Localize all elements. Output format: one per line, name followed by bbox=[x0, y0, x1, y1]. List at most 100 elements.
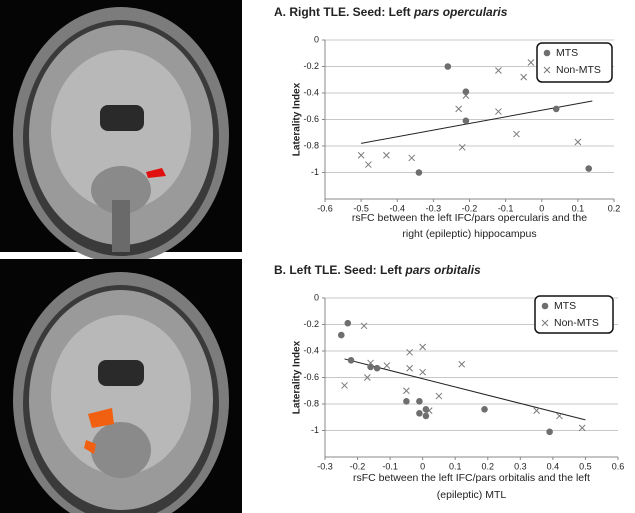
point bbox=[574, 138, 582, 146]
point bbox=[458, 360, 466, 368]
x-tick-label: -0.6 bbox=[317, 203, 333, 213]
point bbox=[383, 151, 390, 159]
x-tick-label: 0.2 bbox=[608, 203, 621, 213]
x-tick-label: 0.4 bbox=[547, 461, 560, 471]
legend-box bbox=[536, 42, 613, 83]
x-tick-label: -0.5 bbox=[353, 203, 369, 213]
legend-marker bbox=[541, 302, 549, 310]
point bbox=[520, 73, 528, 81]
y-tick-label: -1 bbox=[311, 167, 319, 177]
point bbox=[481, 406, 488, 413]
x-tick-label: 0 bbox=[539, 203, 544, 213]
point bbox=[403, 387, 410, 395]
point bbox=[341, 382, 348, 389]
y-tick-label: -0.4 bbox=[303, 87, 319, 97]
point bbox=[403, 398, 410, 405]
y-tick-label: 0 bbox=[314, 292, 319, 302]
x-tick-label: 0.2 bbox=[482, 461, 495, 471]
point bbox=[585, 165, 593, 172]
point bbox=[367, 359, 374, 367]
point bbox=[364, 161, 372, 168]
x-tick-label: 0 bbox=[420, 461, 425, 471]
point bbox=[556, 412, 563, 420]
y-tick-label: -0.6 bbox=[303, 372, 319, 382]
y-tick-label: -0.6 bbox=[303, 114, 319, 124]
point bbox=[416, 398, 423, 405]
point bbox=[578, 424, 586, 432]
x-tick-label: 0.6 bbox=[612, 461, 625, 471]
point bbox=[347, 356, 355, 364]
legend-marker bbox=[543, 66, 551, 74]
point bbox=[425, 407, 433, 414]
x-axis-label: right (epileptic) hippocampus bbox=[402, 228, 536, 240]
point bbox=[408, 154, 416, 162]
trendline bbox=[344, 358, 586, 421]
x-tick-label: -0.3 bbox=[426, 203, 442, 213]
point bbox=[435, 392, 443, 400]
point bbox=[546, 428, 553, 436]
point bbox=[383, 362, 391, 369]
point bbox=[458, 143, 466, 151]
point bbox=[455, 105, 463, 113]
point bbox=[337, 331, 345, 339]
legend-marker bbox=[543, 49, 551, 57]
x-axis-label: (epileptic) MTL bbox=[437, 489, 507, 501]
point bbox=[533, 407, 540, 414]
chart-title: A. Right TLE. Seed: Left pars operculari… bbox=[274, 5, 508, 19]
x-tick-label: 0.1 bbox=[572, 203, 585, 213]
point bbox=[357, 151, 365, 159]
chart-title: B. Left TLE. Seed: Left pars orbitalis bbox=[274, 263, 481, 277]
title-italic: pars orbitalis bbox=[404, 263, 481, 277]
y-tick-label: 0 bbox=[314, 34, 319, 44]
x-tick-label: -0.1 bbox=[498, 203, 514, 213]
point bbox=[422, 406, 430, 413]
x-tick-label: -0.4 bbox=[389, 203, 405, 213]
point bbox=[495, 108, 502, 115]
point bbox=[416, 409, 423, 417]
point bbox=[415, 169, 423, 176]
y-tick-label: -0.8 bbox=[303, 398, 319, 408]
point bbox=[344, 319, 352, 327]
legend-box bbox=[534, 295, 614, 334]
point bbox=[373, 364, 381, 372]
legend-label: MTS bbox=[554, 300, 576, 312]
x-tick-label: -0.2 bbox=[462, 203, 478, 213]
legend-marker bbox=[541, 319, 549, 327]
point bbox=[527, 59, 535, 66]
brain-image-b bbox=[0, 259, 242, 513]
legend-label: MTS bbox=[556, 47, 578, 59]
x-tick-label: -0.3 bbox=[317, 461, 333, 471]
brain-image-a bbox=[0, 0, 242, 263]
y-tick-label: -0.2 bbox=[303, 319, 319, 329]
point bbox=[462, 92, 470, 100]
point bbox=[419, 368, 427, 376]
point bbox=[406, 364, 413, 372]
x-tick-label: 0.1 bbox=[449, 461, 462, 471]
point bbox=[444, 63, 452, 70]
point bbox=[406, 348, 413, 356]
x-tick-label: 0.3 bbox=[514, 461, 527, 471]
x-axis-label: rsFC between the left IFC/pars opercular… bbox=[352, 212, 587, 224]
title-text: A. Right TLE. Seed: Left bbox=[274, 5, 411, 19]
y-tick-label: -0.8 bbox=[303, 140, 319, 150]
point bbox=[419, 343, 427, 351]
point bbox=[363, 374, 371, 381]
x-tick-label: -0.2 bbox=[350, 461, 366, 471]
x-axis-label: rsFC between the left IFC/pars orbitalis… bbox=[353, 472, 590, 484]
y-tick-label: -1 bbox=[311, 425, 319, 435]
y-axis-label: Laterality Index bbox=[292, 340, 303, 414]
x-tick-label: 0.5 bbox=[579, 461, 592, 471]
point bbox=[513, 130, 520, 138]
y-tick-label: -0.4 bbox=[303, 345, 319, 355]
point bbox=[552, 105, 560, 113]
x-tick-label: -0.1 bbox=[382, 461, 398, 471]
point bbox=[462, 117, 470, 125]
point bbox=[360, 322, 368, 330]
y-axis-label: Laterality Index bbox=[292, 82, 303, 156]
legend-label: Non-MTS bbox=[554, 317, 599, 329]
y-tick-label: -0.2 bbox=[303, 61, 319, 71]
point bbox=[422, 412, 430, 420]
title-text: B. Left TLE. Seed: Left bbox=[274, 263, 402, 277]
